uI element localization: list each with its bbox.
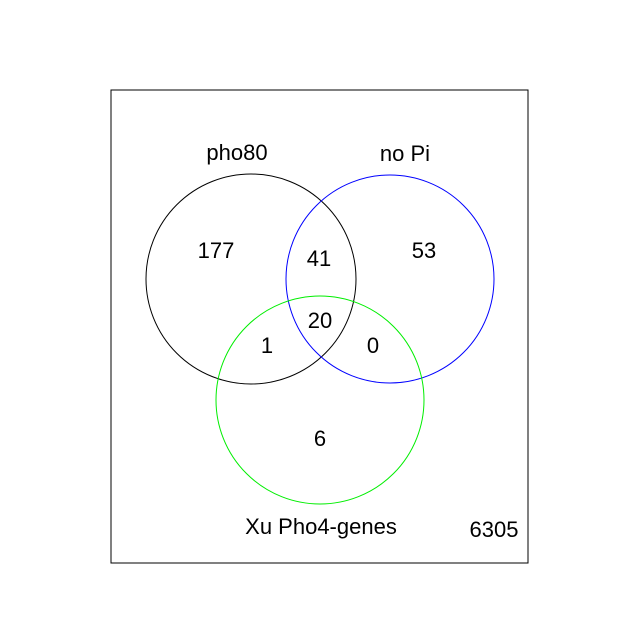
nopi-label: no Pi [380, 141, 430, 166]
count-xu-only: 6 [314, 426, 326, 451]
xu-label: Xu Pho4-genes [245, 514, 397, 539]
count-nopi-xu: 0 [367, 333, 379, 358]
count-pho80-xu: 1 [261, 333, 273, 358]
universe-box [110, 89, 529, 564]
xu-circle [215, 295, 425, 505]
pho80-circle [145, 173, 357, 385]
count-nopi-only: 53 [412, 238, 436, 263]
count-pho80-only: 177 [198, 238, 235, 263]
count-outside: 6305 [470, 517, 519, 542]
nopi-circle [285, 174, 495, 384]
count-pho80-nopi: 41 [307, 246, 331, 271]
count-all-three: 20 [308, 308, 332, 333]
pho80-label: pho80 [206, 140, 267, 165]
